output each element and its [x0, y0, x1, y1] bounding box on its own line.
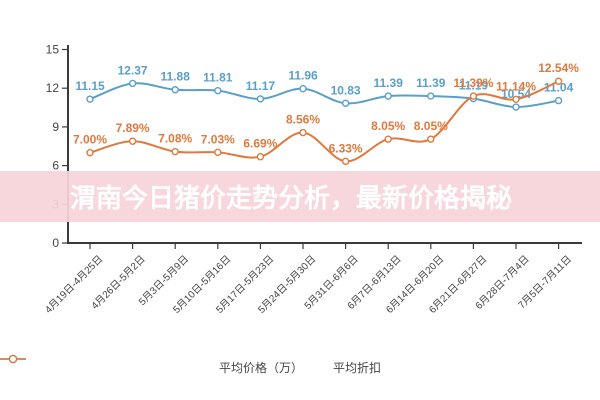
- data-point-label: 11.19: [459, 79, 489, 93]
- data-point-marker: [256, 152, 265, 161]
- data-point-label: 6.33%: [329, 141, 363, 155]
- data-point-marker: [299, 128, 307, 137]
- data-point-marker: [128, 137, 137, 145]
- data-point-label: 11.88: [161, 70, 191, 84]
- data-point-marker: [341, 157, 350, 166]
- legend-item[interactable]: 平均价格（万）: [0, 354, 303, 376]
- data-point-marker: [554, 96, 563, 105]
- legend-item[interactable]: 平均折扣: [0, 354, 382, 376]
- y-tick-label: 9: [52, 120, 59, 134]
- data-point-marker: [341, 99, 350, 107]
- data-point-label: 7.03%: [201, 132, 235, 146]
- data-point-marker: [512, 95, 520, 103]
- data-point-marker: [86, 95, 94, 103]
- data-point-label: 7.08%: [158, 132, 192, 146]
- series-line-discount: [89, 80, 560, 163]
- data-point-marker: [86, 148, 94, 157]
- data-point-marker: [128, 79, 137, 88]
- data-point-label: 7.89%: [116, 121, 150, 135]
- data-point-marker: [214, 86, 222, 95]
- data-point-label: 7.00%: [73, 133, 107, 147]
- data-point-marker: [299, 85, 307, 93]
- data-point-label: 10.83: [331, 83, 361, 97]
- chart-legend: 平均价格（万） 平均折扣: [0, 354, 600, 380]
- data-point-label: 8.56%: [286, 113, 320, 127]
- y-tick-label: 15: [46, 43, 60, 57]
- y-tick-label: 0: [52, 236, 59, 250]
- data-point-marker: [469, 92, 478, 100]
- legend-label: 平均折扣: [333, 360, 382, 375]
- data-point-label: 11.81: [203, 71, 233, 85]
- data-point-label: 11.96: [288, 69, 318, 83]
- data-point-label: 11.17: [246, 79, 276, 93]
- data-point-marker: [214, 148, 222, 157]
- data-point-label: 11.39: [416, 76, 446, 90]
- legend-marker-icon: [0, 354, 26, 364]
- data-point-label: 11.39%: [453, 76, 493, 90]
- data-point-marker: [171, 147, 179, 156]
- banner-title: 渭南今日猪价走势分析，最新价格揭秘: [70, 183, 513, 213]
- data-point-marker: [256, 95, 265, 103]
- data-point-marker: [427, 135, 435, 143]
- data-point-label: 11.14%: [496, 79, 536, 93]
- data-point-label: 12.54%: [538, 61, 579, 75]
- data-point-marker: [554, 77, 563, 85]
- data-point-label: 8.05%: [414, 119, 448, 133]
- data-point-label: 11.39: [374, 76, 404, 90]
- y-tick-label: 12: [46, 81, 60, 95]
- data-point-label: 12.37: [118, 63, 148, 77]
- data-point-marker: [171, 86, 179, 94]
- data-point-marker: [384, 92, 392, 100]
- data-point-marker: [512, 103, 520, 111]
- data-point-marker: [384, 135, 392, 143]
- data-point-label: 8.05%: [371, 119, 405, 133]
- title-banner: 渭南今日猪价走势分析，最新价格揭秘: [0, 171, 600, 222]
- legend-label: 平均价格（万）: [218, 360, 303, 375]
- data-point-marker: [427, 92, 435, 100]
- data-point-label: 6.69%: [243, 137, 277, 151]
- data-point-label: 11.15: [75, 79, 105, 93]
- y-tick-label: 6: [52, 159, 59, 173]
